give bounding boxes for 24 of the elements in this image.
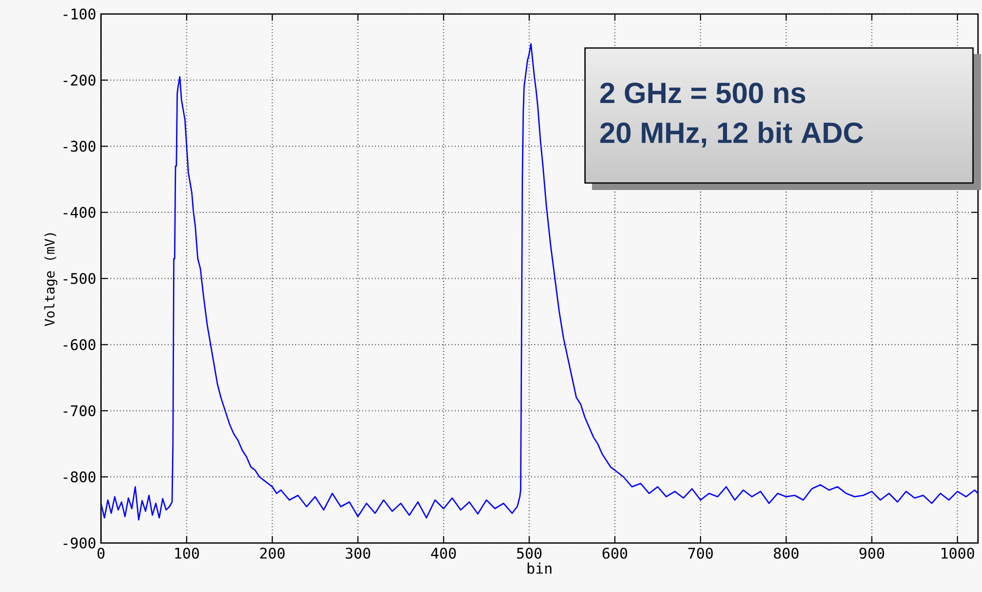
y-tick-label: -300 [64,140,96,152]
y-tick-label: -400 [64,206,96,218]
annotation: 20 MHz, 12 bit ADC [600,122,864,148]
x-tick-label: 700 [688,548,713,559]
y-axis-title: Voltage (mV) [44,233,58,326]
y-tick-label: -500 [64,272,96,284]
x-tick-label: 100 [175,548,199,559]
annotation: 2 GHz = 500 ns [600,82,806,104]
x-tick-label: 800 [774,548,798,559]
x-tick-label: 1000 [942,548,974,559]
y-tick-label: -700 [64,405,96,416]
x-tick-label: 300 [346,548,370,559]
y-tick-label: -600 [64,339,96,350]
x-tick-label: 600 [602,548,628,559]
y-tick-label: -800 [64,471,96,482]
y-tick-label: -200 [64,74,96,86]
x-tick-label: 400 [431,548,456,559]
x-tick-label: 200 [260,548,285,559]
y-tick-label: -100 [64,8,96,20]
x-tick-label: 900 [860,548,884,559]
x-axis-title: bin [528,562,552,574]
y-tick-label: -900 [64,537,96,549]
x-tick-label: 500 [517,548,542,559]
x-tick-label: 0 [98,548,104,559]
